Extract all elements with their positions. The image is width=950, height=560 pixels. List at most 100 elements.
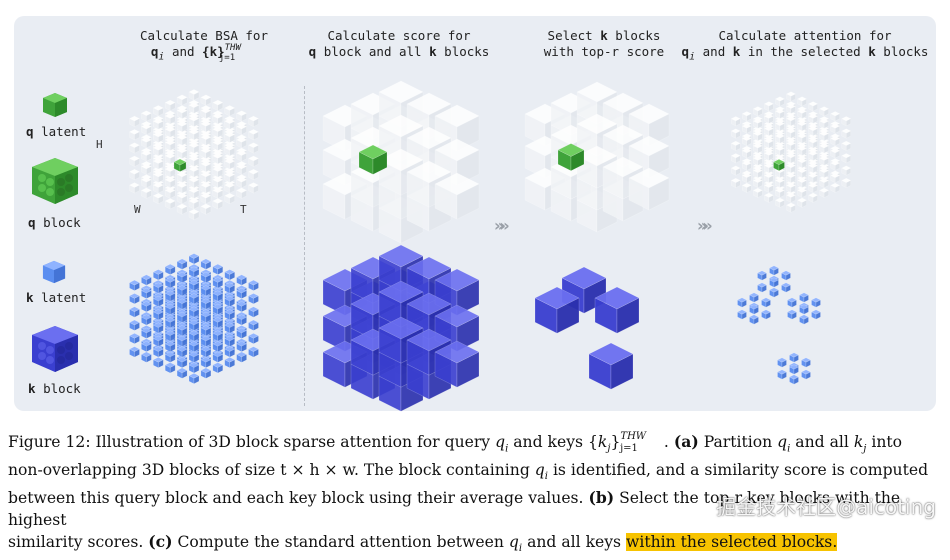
latent-cube: [247, 319, 260, 331]
latent-cube: [819, 106, 830, 117]
latent-cube: [785, 202, 797, 213]
key-latent-cube: [788, 374, 800, 385]
latent-cube: [164, 330, 176, 342]
latent-cube: [212, 303, 224, 315]
latent-cube: [188, 362, 200, 374]
latent-cube: [152, 356, 164, 369]
latent-cube: [774, 133, 786, 144]
latent-cube: [224, 335, 236, 347]
latent-cube: [763, 126, 774, 137]
latent-cube: [152, 105, 164, 117]
latent-cube: [140, 110, 152, 122]
latent-cube: [236, 150, 248, 162]
latent-cube: [128, 115, 141, 128]
latent-cube: [152, 118, 164, 130]
latent-cube: [785, 182, 797, 193]
latent-cube: [808, 172, 819, 184]
latent-cube: [247, 306, 260, 318]
latent-cube: [188, 115, 200, 128]
key-block-cube: [322, 244, 480, 412]
latent-cube: [236, 137, 248, 149]
latent-cube: [188, 293, 200, 305]
selected-key-block: [594, 286, 640, 334]
query-block-cube: [557, 143, 585, 172]
latent-cube: [140, 163, 152, 175]
block-cube: [434, 172, 480, 220]
latent-cube: [796, 177, 808, 189]
latent-cube: [785, 103, 797, 114]
latent-cube: [176, 192, 188, 205]
latent-cube: [224, 118, 236, 130]
key-latent-cube: [780, 282, 792, 293]
q-latent-cube-icon: [43, 93, 67, 117]
latent-cube: [808, 113, 819, 124]
latent-cube: [212, 351, 224, 363]
latent-cube: [796, 158, 808, 169]
key-latent-grid: [128, 253, 260, 385]
latent-cube: [730, 153, 741, 164]
query-latent-cube: [173, 158, 187, 173]
latent-cube: [212, 362, 224, 374]
latent-cube: [752, 155, 763, 166]
latent-cube: [808, 182, 819, 193]
latent-cube: [200, 134, 212, 146]
latent-cube: [819, 168, 830, 179]
latent-cube: [830, 123, 841, 134]
latent-cube: [796, 168, 808, 179]
latent-cube: [819, 187, 830, 198]
latent-cube: [164, 99, 176, 112]
latent-cube: [808, 163, 819, 174]
key-latent-cube: [776, 357, 788, 368]
latent-cube: [752, 130, 763, 142]
latent-cube: [140, 287, 152, 299]
latent-cube: [236, 351, 248, 363]
latent-cube: [200, 203, 212, 215]
latent-cube: [785, 153, 797, 164]
latent-cube: [796, 187, 808, 198]
latent-cube: [774, 108, 786, 119]
latent-cube: [212, 317, 224, 329]
latent-cube: [808, 138, 819, 149]
latent-cube: [176, 346, 188, 358]
latent-cube: [730, 165, 741, 176]
latent-cube: [774, 187, 786, 198]
latent-cube: [224, 131, 236, 143]
latent-cube: [212, 290, 224, 302]
latent-cube: [763, 182, 774, 193]
latent-cube: [152, 335, 164, 347]
attention-query-grid: [730, 91, 852, 213]
latent-cube: [763, 163, 774, 174]
latent-cube: [236, 123, 248, 135]
latent-cube: [140, 301, 152, 313]
latent-cube: [224, 346, 236, 358]
latent-cube: [152, 192, 164, 205]
latent-cube: [164, 303, 176, 315]
query-latent-cube: [772, 158, 786, 172]
latent-cube: [140, 351, 152, 363]
latent-cube: [128, 293, 141, 305]
latent-cube: [212, 99, 224, 112]
latent-cube: [176, 367, 188, 379]
latent-cube: [774, 177, 786, 189]
latent-cube: [212, 187, 224, 199]
latent-cube: [763, 113, 774, 124]
q-block-label: q block: [28, 215, 81, 230]
header-col1: Calculate BSA for qi and {k}THWj=1: [140, 28, 268, 63]
key-latent-cube: [798, 292, 810, 303]
latent-cube: [796, 133, 808, 144]
latent-cube: [841, 165, 852, 176]
latent-cube: [247, 333, 260, 345]
latent-cube: [224, 282, 236, 294]
latent-cube: [200, 258, 212, 270]
latent-cube: [200, 94, 212, 106]
latent-cube: [236, 287, 248, 299]
latent-cube: [785, 163, 797, 174]
key-latent-cube: [788, 352, 800, 363]
latent-cube: [763, 101, 774, 112]
latent-cube: [152, 295, 164, 307]
latent-cube: [741, 148, 752, 159]
latent-cube: [785, 140, 797, 152]
latent-cube: [176, 298, 188, 310]
latent-cube: [188, 155, 200, 167]
latent-cube: [763, 192, 774, 203]
